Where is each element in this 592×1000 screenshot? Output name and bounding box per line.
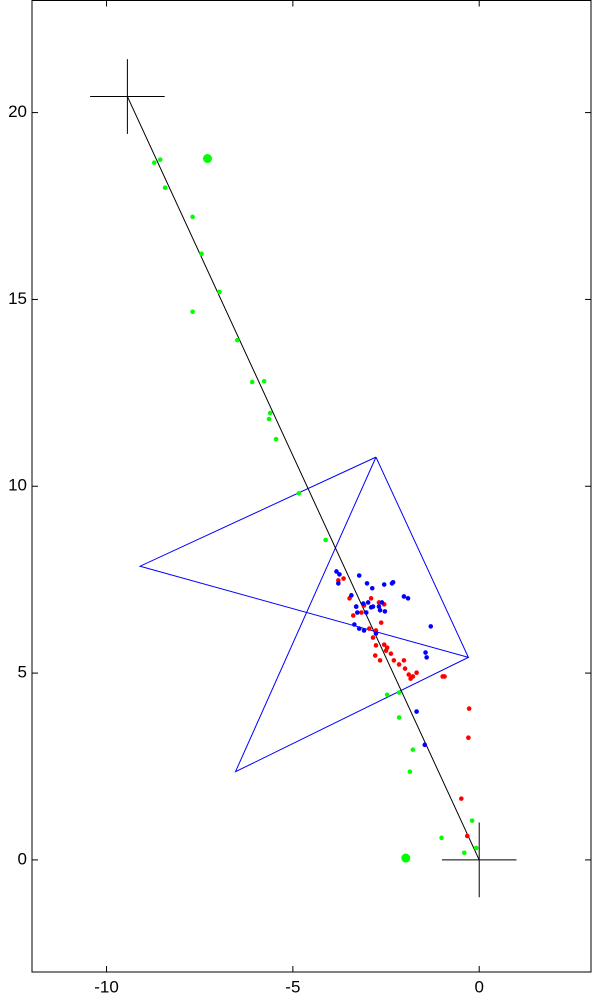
point [296,491,302,496]
point [203,154,213,164]
point [267,410,273,416]
point [408,676,413,681]
point [352,622,357,627]
point [349,593,354,598]
point [388,651,394,656]
point [372,653,378,658]
point [405,596,411,601]
point [356,626,362,631]
point [190,214,195,220]
point [378,620,384,625]
point [383,648,389,653]
point [466,706,472,711]
point [381,582,387,587]
point [353,604,359,609]
point [401,594,407,599]
point [261,378,267,384]
point [384,692,390,698]
point [407,769,413,775]
point [162,185,168,191]
point [391,658,397,663]
point [396,662,402,667]
point [199,251,204,257]
point [368,605,374,610]
point [401,658,407,663]
point [355,610,360,615]
point [373,643,379,648]
plot-frame [31,0,592,973]
point [428,624,434,629]
point [365,600,371,605]
x-tick-label: 0 [474,977,483,996]
point [361,601,366,606]
point [373,631,379,636]
point [382,609,388,614]
line [90,59,517,898]
point [396,690,402,695]
x-tick-label: -10 [94,977,119,996]
point [369,585,375,591]
point [423,650,428,655]
point [379,600,385,605]
point [406,672,412,677]
point [424,655,429,660]
point [359,610,364,615]
point [350,613,356,618]
point [273,436,279,442]
point [464,833,470,839]
point [364,581,370,586]
point [473,845,479,851]
point [337,572,342,577]
point [442,674,447,679]
point [323,537,328,543]
line [126,96,480,861]
point [461,850,467,856]
point [157,157,163,162]
point [368,596,374,601]
point [469,818,475,823]
point [151,160,157,165]
x-tick-label: -5 [285,977,300,996]
point [249,379,255,385]
point [363,610,369,615]
point [370,635,376,640]
point [336,581,341,586]
point [381,642,387,647]
point [341,576,346,581]
point [422,742,428,748]
point [376,604,382,609]
point [439,835,444,841]
point [410,747,416,752]
point [459,796,464,801]
point [217,289,222,295]
y-tick-label: 15 [8,289,27,308]
point [377,658,383,663]
point [266,416,272,422]
point [235,337,240,343]
point [396,715,402,720]
y-tick-label: 5 [18,663,27,682]
point [390,579,396,585]
y-tick-label: 20 [8,102,27,121]
point [414,709,419,714]
line [138,456,470,773]
point [366,626,372,631]
point [377,608,383,613]
point [361,628,367,633]
point [356,573,362,578]
point [401,853,411,863]
y-tick-label: 10 [8,476,27,495]
point [334,569,339,574]
y-tick-label: 0 [18,849,27,868]
point [414,670,419,676]
point [190,309,195,315]
point [466,735,471,741]
point [402,666,408,671]
